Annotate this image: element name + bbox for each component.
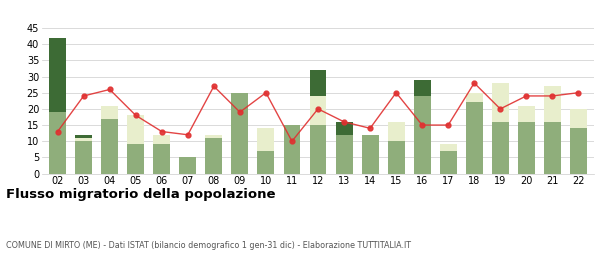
Bar bbox=[362, 135, 379, 174]
Bar bbox=[257, 128, 274, 151]
Bar bbox=[544, 86, 561, 122]
Text: Flusso migratorio della popolazione: Flusso migratorio della popolazione bbox=[6, 188, 275, 200]
Bar bbox=[310, 125, 326, 174]
Bar bbox=[492, 122, 509, 174]
Bar bbox=[413, 80, 431, 96]
Bar bbox=[440, 151, 457, 174]
Bar bbox=[544, 122, 561, 174]
Bar bbox=[127, 115, 144, 144]
Bar bbox=[75, 141, 92, 174]
Bar bbox=[310, 70, 326, 96]
Bar bbox=[492, 83, 509, 122]
Bar bbox=[101, 106, 118, 119]
Bar bbox=[75, 135, 92, 138]
Bar bbox=[466, 93, 482, 102]
Bar bbox=[518, 122, 535, 174]
Bar bbox=[49, 38, 66, 112]
Bar bbox=[388, 141, 404, 174]
Bar bbox=[75, 138, 92, 141]
Bar bbox=[466, 102, 482, 174]
Bar bbox=[310, 96, 326, 125]
Text: COMUNE DI MIRTO (ME) - Dati ISTAT (bilancio demografico 1 gen-31 dic) - Elaboraz: COMUNE DI MIRTO (ME) - Dati ISTAT (bilan… bbox=[6, 241, 411, 250]
Bar bbox=[570, 128, 587, 174]
Bar bbox=[440, 144, 457, 151]
Bar bbox=[154, 144, 170, 174]
Bar bbox=[49, 112, 66, 174]
Bar bbox=[205, 135, 223, 138]
Bar bbox=[388, 122, 404, 141]
Bar bbox=[335, 135, 353, 174]
Bar bbox=[335, 122, 353, 135]
Bar bbox=[413, 96, 431, 174]
Bar bbox=[232, 93, 248, 174]
Bar bbox=[101, 119, 118, 174]
Bar bbox=[154, 135, 170, 144]
Bar bbox=[257, 151, 274, 174]
Bar bbox=[284, 125, 301, 174]
Bar bbox=[518, 106, 535, 122]
Bar bbox=[570, 109, 587, 128]
Bar bbox=[179, 157, 196, 174]
Bar bbox=[205, 138, 223, 174]
Bar bbox=[127, 144, 144, 174]
